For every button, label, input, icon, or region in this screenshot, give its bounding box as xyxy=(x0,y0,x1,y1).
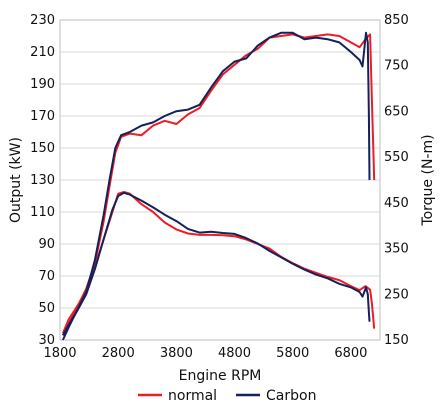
y-right-tick-label: 750 xyxy=(384,59,409,74)
legend-label-carbon: Carbon xyxy=(266,388,316,404)
x-tick-label: 2800 xyxy=(102,346,135,361)
y-left-tick-label: 90 xyxy=(38,237,55,252)
y-left-tick-label: 190 xyxy=(30,77,55,92)
y-right-tick-label: 550 xyxy=(384,150,409,165)
y-left-tick-label: 210 xyxy=(30,45,55,60)
y-axis-right-title: Torque (N-m) xyxy=(420,134,436,226)
x-tick-label: 3800 xyxy=(160,346,193,361)
x-tick-label: 1800 xyxy=(43,346,76,361)
series-layer xyxy=(61,31,376,341)
y-right-tick-label: 150 xyxy=(384,333,409,348)
x-tick-label: 5800 xyxy=(276,346,309,361)
x-tick-label: 4800 xyxy=(218,346,251,361)
legend-label-normal: normal xyxy=(168,388,217,404)
tick-layer: 30 50 70 90 110 130 150 170 190 210 230 150 250 350 45… xyxy=(30,13,409,361)
x-axis-title: Engine RPM xyxy=(179,368,262,384)
y-right-tick-label: 650 xyxy=(384,104,409,119)
y-left-tick-label: 70 xyxy=(38,269,55,284)
series-normal-torque-line xyxy=(61,190,376,334)
y-left-tick-label: 150 xyxy=(30,141,55,156)
x-tick-label: 6800 xyxy=(334,346,367,361)
y-axis-left-title: Output (kW) xyxy=(8,137,24,223)
plot-frame xyxy=(59,19,381,341)
y-right-tick-label: 850 xyxy=(384,13,409,28)
y-right-tick-label: 350 xyxy=(384,242,409,257)
y-right-tick-label: 450 xyxy=(384,196,409,211)
grid-layer xyxy=(60,19,380,341)
series-carbon-torque-line xyxy=(62,191,371,336)
y-left-tick-label: 170 xyxy=(30,109,55,124)
legend: normal Carbon xyxy=(138,388,316,404)
y-right-tick-label: 250 xyxy=(384,287,409,302)
y-left-tick-label: 30 xyxy=(38,333,55,348)
series-normal-output-line xyxy=(62,33,376,336)
series-carbon-output-line xyxy=(61,31,371,341)
y-left-tick-label: 130 xyxy=(30,173,55,188)
y-left-tick-label: 50 xyxy=(38,301,55,316)
y-left-tick-label: 230 xyxy=(30,13,55,28)
y-left-tick-label: 110 xyxy=(30,205,55,220)
